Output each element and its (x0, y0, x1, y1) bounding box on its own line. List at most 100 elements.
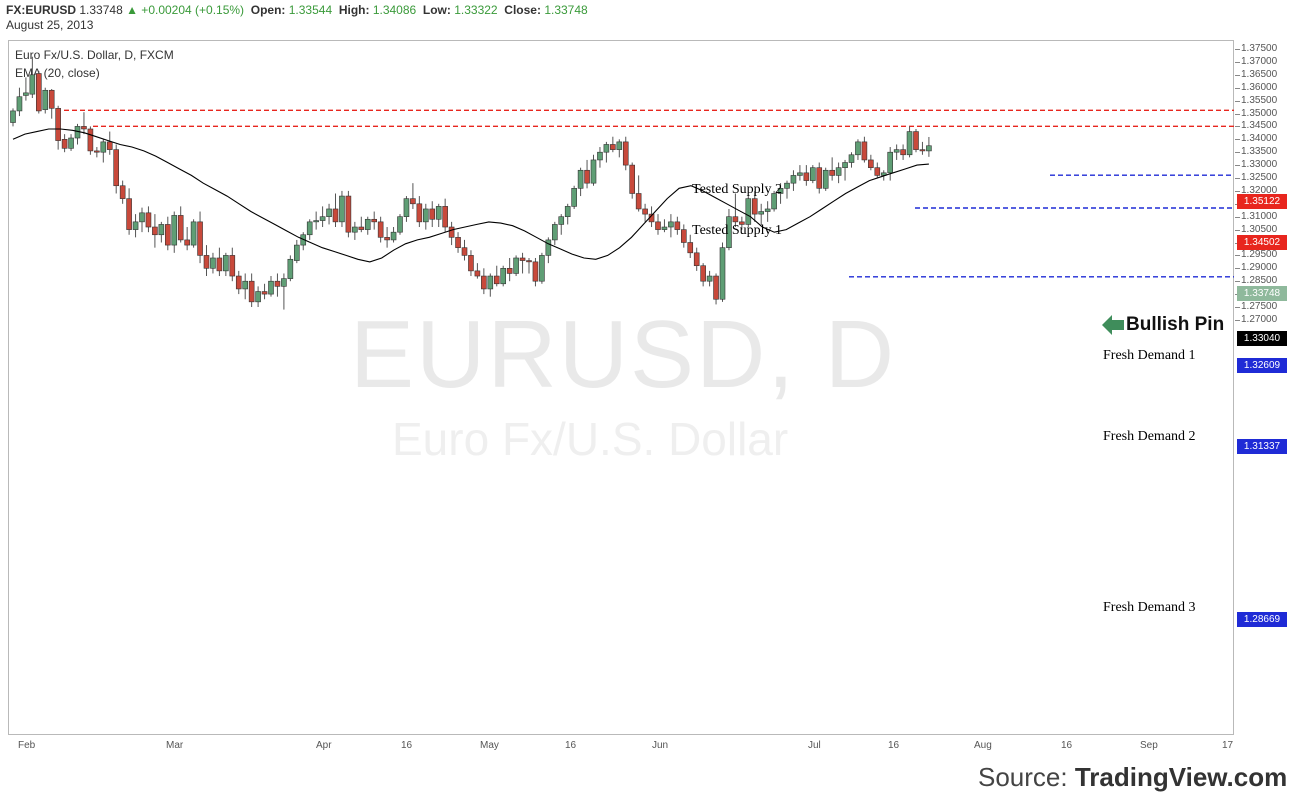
y-tick-mark (1235, 126, 1240, 128)
y-tick-mark (1235, 178, 1240, 179)
candle-body (926, 145, 932, 152)
candle-body (655, 221, 661, 230)
open-label: Open: (250, 3, 286, 17)
candle-body (87, 128, 94, 152)
candle-body (55, 108, 61, 141)
source-prefix: Source: (978, 762, 1068, 792)
candle-body (784, 182, 790, 189)
candle-body (597, 151, 603, 161)
candle-body (48, 89, 55, 109)
y-tick-label: 1.27500 (1241, 301, 1278, 312)
candle-body (10, 110, 16, 123)
candle-body (61, 139, 68, 149)
y-tick-mark (1235, 281, 1240, 283)
candle-body (139, 212, 145, 223)
x-tick-label: Feb (18, 740, 36, 751)
supply2-price-label: 1.35122 (1237, 194, 1287, 209)
y-tick-label: 1.35000 (1241, 107, 1278, 119)
candle-body (119, 185, 126, 199)
candle-body (764, 208, 771, 212)
candle-body (816, 167, 823, 189)
candle-body (242, 280, 248, 290)
chart-title[interactable]: Euro Fx/U.S. Dollar, D, FXCM (15, 48, 174, 62)
candle-body (771, 193, 777, 210)
ohlc-header: FX:EURUSD 1.33748 ▲ +0.00204 (+0.15%) Op… (6, 3, 588, 17)
candle-body (513, 257, 519, 274)
candle-body (410, 198, 416, 205)
candle-body (835, 167, 842, 176)
candle-body (255, 291, 261, 303)
candle-body (590, 159, 597, 184)
y-tick-mark (1235, 255, 1240, 257)
candle-body (584, 169, 590, 184)
candle-body (468, 255, 474, 272)
last-price: 1.33748 (79, 3, 123, 17)
y-tick-mark (1235, 190, 1240, 192)
tested-supply-1-label: Tested Supply 1 (692, 223, 783, 238)
candle-body (777, 188, 784, 194)
candle-body (397, 216, 403, 233)
candle-body (448, 226, 455, 238)
candle-body (674, 221, 681, 230)
y-tick-mark (1235, 49, 1240, 50)
watermark-symbol: EURUSD, D (350, 301, 897, 408)
low-label: Low: (422, 3, 451, 17)
y-tick-mark (1235, 216, 1240, 218)
candle-body (203, 255, 210, 269)
candle-body (481, 275, 487, 290)
candle-body (893, 149, 900, 153)
candle-body (558, 216, 565, 225)
candle-body (42, 89, 49, 110)
candle-body (906, 131, 913, 156)
y-tick-label: 1.34000 (1241, 133, 1278, 145)
candle-body (919, 149, 926, 152)
y-tick-label: 1.36500 (1241, 68, 1278, 80)
supply1-price-label: 1.34502 (1237, 235, 1287, 250)
demand3-price-label: 1.28669 (1237, 612, 1287, 627)
candle-body (261, 291, 268, 295)
candle-body (577, 169, 584, 189)
y-tick-label: 1.28500 (1241, 275, 1278, 287)
candle-body (861, 141, 868, 161)
y-tick-mark (1235, 229, 1240, 231)
y-tick-mark (1235, 100, 1240, 102)
candle-body (913, 131, 919, 150)
candle-body (197, 221, 203, 256)
candle-body (106, 141, 113, 150)
candle-body (855, 141, 861, 156)
high-label: High: (338, 3, 370, 17)
y-tick-label: 1.31000 (1241, 210, 1278, 222)
candle-body (377, 221, 384, 238)
y-tick-mark (1235, 307, 1240, 308)
y-tick-label: 1.35500 (1241, 94, 1278, 106)
y-tick-mark (1235, 74, 1240, 76)
candle-body (539, 255, 545, 282)
candle-body (680, 229, 687, 243)
source-credit[interactable]: Source: TradingView.com (978, 762, 1287, 793)
candle-body (635, 193, 642, 210)
x-tick-label: 17 (1222, 740, 1234, 751)
y-tick-label: 1.32000 (1241, 184, 1278, 196)
last-price-label: 1.33748 (1237, 286, 1287, 301)
x-tick-label: Jul (808, 740, 821, 751)
ema-price-label: 1.33040 (1237, 331, 1287, 346)
candle-body (16, 96, 23, 112)
candle-body (719, 247, 726, 300)
x-tick-label: 16 (888, 740, 900, 751)
fresh-demand-2-label: Fresh Demand 2 (1103, 429, 1196, 444)
candle-body (313, 220, 319, 223)
candle-body (668, 221, 674, 228)
y-tick-label: 1.36000 (1241, 81, 1278, 93)
candle-body (610, 144, 616, 150)
y-tick-label: 1.33500 (1241, 146, 1278, 158)
candle-body (706, 275, 713, 282)
symbol[interactable]: FX:EURUSD (6, 3, 77, 17)
candle-body (519, 257, 526, 261)
candle-body (268, 280, 274, 295)
candle-body (732, 216, 739, 223)
plot-area[interactable] (8, 40, 1234, 735)
demand2-price-label: 1.31337 (1237, 439, 1287, 454)
candle-body (216, 257, 223, 272)
candle-body (248, 280, 255, 303)
candle-body (274, 280, 281, 287)
